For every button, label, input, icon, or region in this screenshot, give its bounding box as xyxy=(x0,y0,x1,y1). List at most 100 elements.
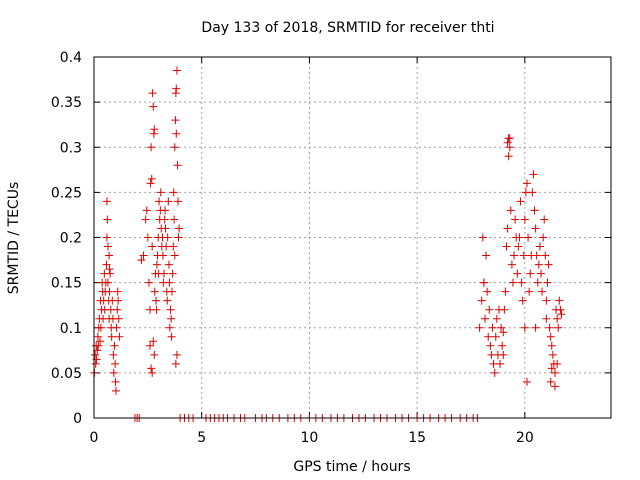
y-tick-label: 0.35 xyxy=(51,95,82,111)
data-point xyxy=(146,179,155,188)
data-point xyxy=(538,287,547,296)
data-point xyxy=(503,224,512,233)
data-point xyxy=(169,242,178,251)
data-point xyxy=(478,233,487,242)
data-points xyxy=(90,66,566,422)
data-point xyxy=(479,278,488,287)
data-point xyxy=(536,269,545,278)
data-point xyxy=(96,337,105,346)
data-point xyxy=(147,174,156,183)
data-point xyxy=(544,260,553,269)
data-point xyxy=(113,305,122,314)
data-point xyxy=(504,152,513,161)
data-point xyxy=(482,251,491,260)
data-point xyxy=(508,278,517,287)
data-point xyxy=(483,287,492,296)
data-point xyxy=(490,368,499,377)
data-point xyxy=(543,278,552,287)
data-point xyxy=(526,269,535,278)
data-point xyxy=(533,278,542,287)
x-axis-ticks: 0 5 10 15 20 xyxy=(90,57,534,446)
data-point xyxy=(486,341,495,350)
data-point xyxy=(152,296,161,305)
data-point xyxy=(501,287,510,296)
data-point xyxy=(166,305,175,314)
data-point xyxy=(550,382,559,391)
data-point xyxy=(540,215,549,224)
data-point xyxy=(491,332,500,341)
data-point xyxy=(91,350,100,359)
data-point xyxy=(172,84,181,93)
data-point xyxy=(109,368,118,377)
data-point xyxy=(164,197,173,206)
data-point xyxy=(160,269,169,278)
data-point xyxy=(96,323,105,332)
data-point xyxy=(497,323,506,332)
y-tick-label: 0 xyxy=(73,411,82,427)
data-point xyxy=(102,233,111,242)
y-axis-ticks: 0 0.05 0.1 0.15 0.2 0.25 0.3 0.35 0.4 xyxy=(51,50,611,427)
x-tick-label: 0 xyxy=(90,430,99,446)
data-point xyxy=(546,377,555,386)
data-point xyxy=(522,179,531,188)
data-point xyxy=(152,260,161,269)
data-point xyxy=(524,233,533,242)
data-point xyxy=(148,89,157,98)
data-point xyxy=(542,296,551,305)
data-point xyxy=(155,197,164,206)
data-point xyxy=(164,260,173,269)
data-point xyxy=(518,296,527,305)
data-point xyxy=(502,242,511,251)
data-point xyxy=(525,287,534,296)
data-point xyxy=(143,233,152,242)
data-point xyxy=(150,125,159,134)
data-point xyxy=(104,278,113,287)
data-point xyxy=(114,314,123,323)
data-point xyxy=(167,314,176,323)
data-point xyxy=(531,323,540,332)
data-point xyxy=(113,287,122,296)
data-point xyxy=(517,278,526,287)
data-point xyxy=(535,242,544,251)
data-point xyxy=(554,323,563,332)
data-point xyxy=(111,377,120,386)
data-point xyxy=(557,310,566,319)
data-point xyxy=(111,359,120,368)
data-point xyxy=(148,242,157,251)
data-point xyxy=(141,215,150,224)
data-point xyxy=(152,305,161,314)
data-point xyxy=(110,341,119,350)
data-point xyxy=(147,143,156,152)
data-point xyxy=(102,197,111,206)
y-tick-label: 0.3 xyxy=(60,140,82,156)
y-tick-label: 0.1 xyxy=(60,321,82,337)
data-point xyxy=(156,188,165,197)
data-point xyxy=(545,323,554,332)
data-point xyxy=(499,328,508,337)
data-point xyxy=(547,341,556,350)
data-point xyxy=(542,314,551,323)
data-point xyxy=(174,197,183,206)
data-point xyxy=(172,129,181,138)
data-point xyxy=(534,260,543,269)
data-point xyxy=(109,350,118,359)
x-tick-label: 20 xyxy=(516,430,534,446)
data-point xyxy=(477,296,486,305)
data-point xyxy=(107,332,116,341)
data-point xyxy=(104,242,113,251)
data-point xyxy=(112,323,121,332)
data-point xyxy=(516,197,525,206)
data-point xyxy=(500,305,509,314)
data-point xyxy=(137,256,146,265)
plot-frame xyxy=(93,56,612,419)
data-point xyxy=(170,251,179,260)
data-point xyxy=(513,269,522,278)
data-point xyxy=(105,251,114,260)
data-point xyxy=(475,323,484,332)
data-point xyxy=(499,350,508,359)
data-point xyxy=(522,377,531,386)
data-point xyxy=(163,233,172,242)
data-point xyxy=(529,170,538,179)
data-point xyxy=(161,206,170,215)
